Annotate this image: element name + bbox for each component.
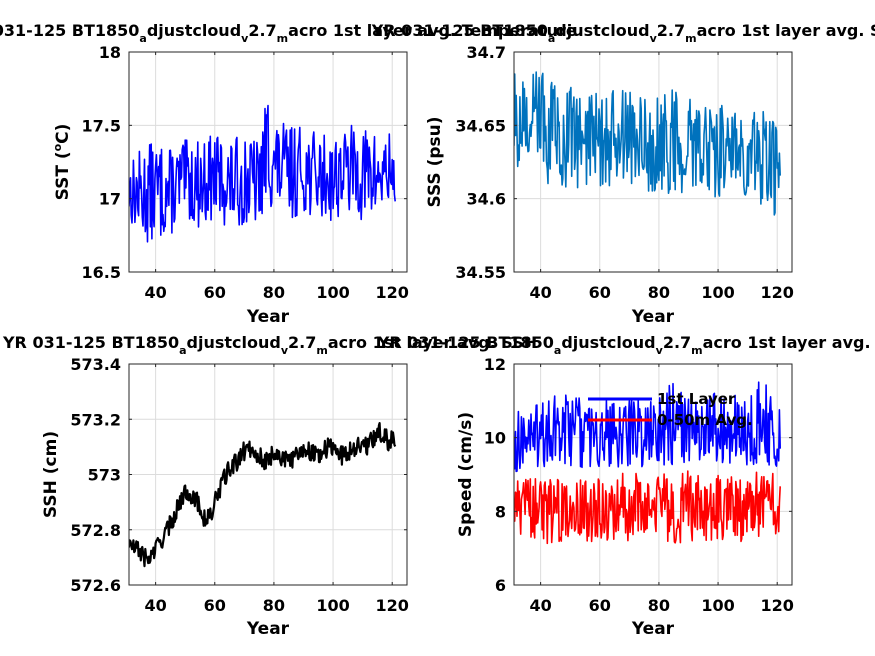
- panel-1: 40 60 80 100 120 16.5 17 17.5 18 Year SST (oC): [51, 43, 409, 327]
- data-series-1: [514, 381, 781, 473]
- panel-title-2: YR 031-125 BT1850adjustcloudv2.7macro 1s…: [371, 21, 875, 45]
- panel-title-1: YR 031-125 BT1850adjustcloudv2.7macro 1s…: [0, 21, 577, 45]
- data-series-2: [514, 470, 781, 545]
- legend: 1st Layer 0-50m Avg.: [588, 390, 753, 429]
- y-axis-label: SSH (cm): [41, 431, 61, 518]
- x-tick-label: 120: [761, 596, 794, 615]
- axes-frame: [128, 51, 408, 273]
- panel-3: 40 60 80 100 120 572.6 572.8 573 573.2 573.4 Year S…: [41, 355, 409, 639]
- y-tick-label: 18: [99, 43, 121, 62]
- x-axis-label: Year: [631, 307, 675, 327]
- x-tick-label: 60: [204, 596, 226, 615]
- y-tick-label: 573.2: [70, 410, 121, 429]
- panel-2: 40 60 80 100 120 34.55 34.6 34.65 34.7 Year SSS (p…: [425, 43, 794, 327]
- y-tick-label: 10: [484, 429, 506, 448]
- y-tick-label: 34.7: [467, 43, 506, 62]
- data-series-1: [514, 71, 781, 216]
- y-axis-label: SST (oC): [51, 124, 73, 201]
- x-tick-label: 60: [589, 596, 611, 615]
- x-tick-label: 120: [376, 283, 409, 302]
- y-tick-label: 12: [484, 355, 506, 374]
- y-tick-label: 6: [495, 576, 506, 595]
- legend-label: 1st Layer: [657, 390, 736, 408]
- y-tick-label: 34.6: [467, 190, 506, 209]
- axes-frame: [513, 363, 793, 586]
- plot-area: [514, 364, 792, 585]
- y-tick-label: 572.8: [70, 521, 121, 540]
- y-tick-label: 573: [88, 466, 121, 485]
- panel-4: 40 60 80 100 120 6 8 10 12 Year Speed (cm/s) 1st La…: [456, 355, 794, 639]
- y-tick-label: 17: [99, 190, 121, 209]
- y-tick-label: 17.5: [82, 116, 121, 135]
- x-tick-label: 40: [529, 596, 551, 615]
- x-tick-label: 80: [263, 283, 285, 302]
- x-tick-label: 80: [648, 596, 670, 615]
- y-tick-label: 573.4: [70, 355, 121, 374]
- legend-label: 0-50m Avg.: [657, 411, 753, 429]
- x-tick-label: 100: [701, 596, 734, 615]
- y-tick-label: 16.5: [82, 263, 121, 282]
- panel-title-3: YR 031-125 BT1850adjustcloudv2.7macro 1s…: [2, 333, 537, 357]
- x-tick-label: 120: [376, 596, 409, 615]
- x-tick-label: 100: [316, 596, 349, 615]
- y-tick-label: 34.65: [455, 116, 506, 135]
- x-axis-label: Year: [246, 307, 290, 327]
- x-tick-label: 80: [263, 596, 285, 615]
- x-axis-label: Year: [631, 619, 675, 639]
- y-tick-label: 34.55: [455, 263, 506, 282]
- axes-frame: [513, 51, 793, 273]
- x-tick-label: 40: [144, 283, 166, 302]
- x-axis-label: Year: [246, 619, 290, 639]
- y-axis-label: SSS (psu): [425, 116, 445, 207]
- x-tick-label: 60: [204, 283, 226, 302]
- x-tick-label: 120: [761, 283, 794, 302]
- data-series-1: [129, 104, 396, 243]
- panel-title-4: YR 031-125 BT1850adjustcloudv2.7macro 1s…: [377, 333, 875, 357]
- x-tick-label: 100: [316, 283, 349, 302]
- x-tick-label: 40: [144, 596, 166, 615]
- x-tick-label: 60: [589, 283, 611, 302]
- x-tick-label: 80: [648, 283, 670, 302]
- y-tick-label: 8: [495, 502, 506, 521]
- y-tick-label: 572.6: [70, 576, 121, 595]
- y-axis-label: Speed (cm/s): [456, 412, 476, 537]
- x-tick-label: 40: [529, 283, 551, 302]
- data-series-1: [129, 422, 397, 568]
- x-tick-label: 100: [701, 283, 734, 302]
